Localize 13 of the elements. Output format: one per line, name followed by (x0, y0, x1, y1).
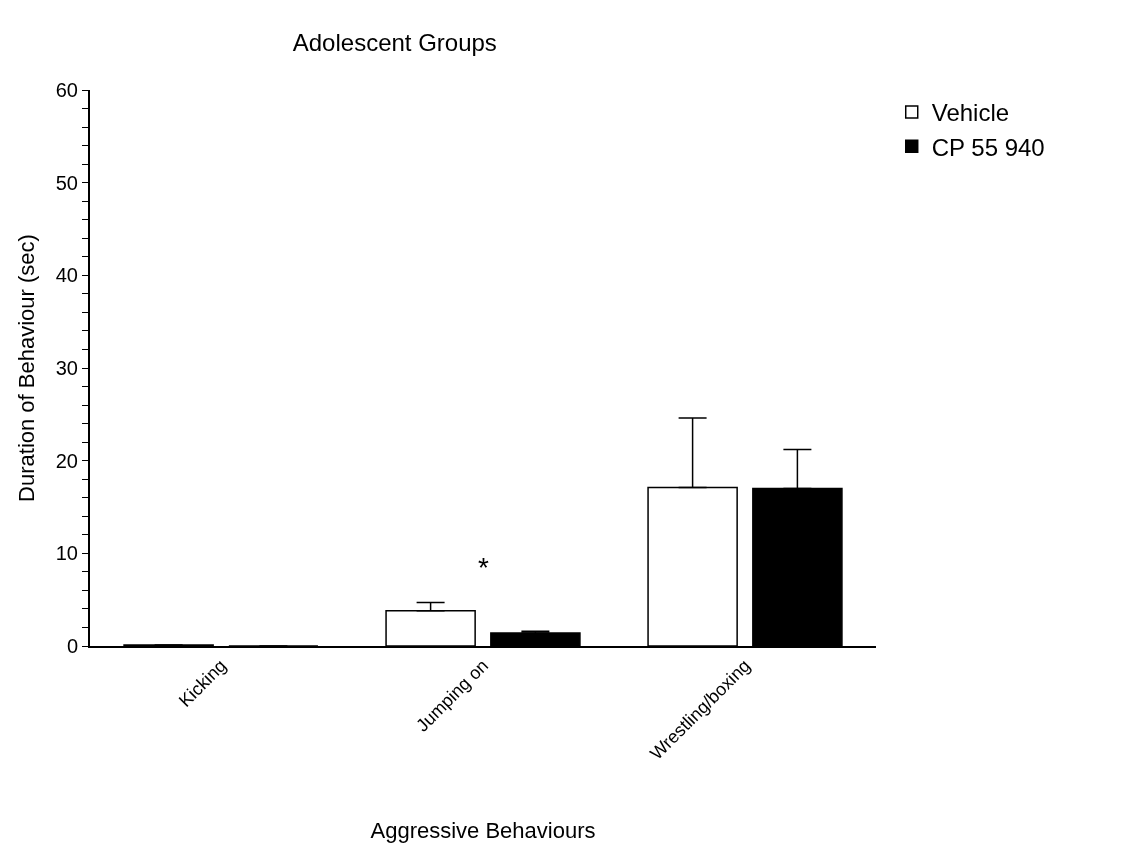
y-tick-label: 20 (55, 449, 78, 472)
y-tick-label: 10 (55, 542, 78, 565)
y-tick-label: 40 (55, 264, 78, 287)
x-axis-title: Aggressive Behaviours (370, 818, 596, 844)
y-axis-title: Duration of Behaviour (sec) (14, 234, 40, 502)
annotation: * (478, 552, 489, 583)
legend-label: CP 55 940 (931, 133, 1045, 161)
y-tick-label: 50 (55, 171, 78, 194)
y-tick-label: 30 (55, 357, 78, 379)
y-tick-label: 0 (66, 635, 78, 657)
chart-title: Adolescent Groups (292, 29, 497, 57)
legend-label: Vehicle (931, 99, 1010, 127)
y-tick-label: 60 (55, 79, 78, 101)
